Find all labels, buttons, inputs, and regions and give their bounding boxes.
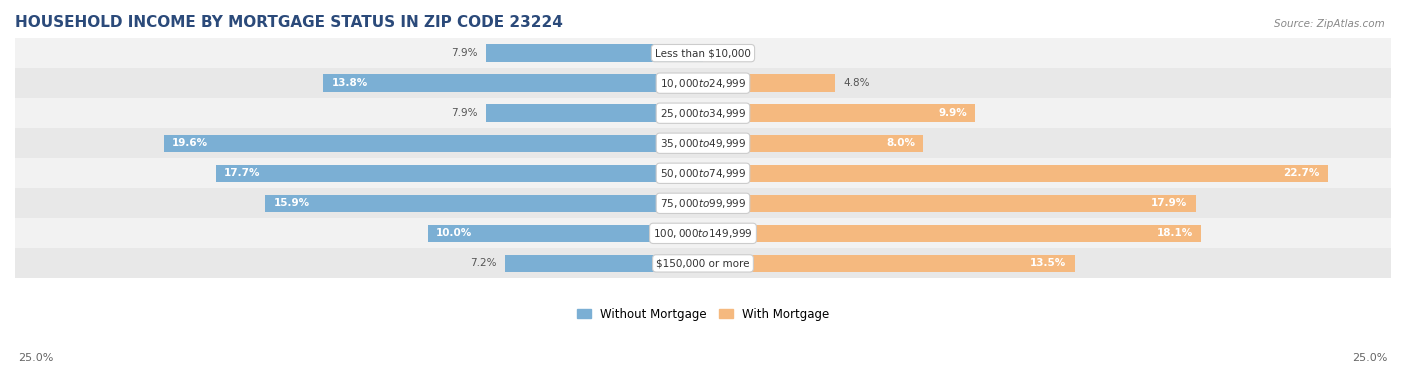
Bar (485, 104, 703, 122)
Text: 9.9%: 9.9% (938, 108, 967, 118)
Bar (703, 225, 1201, 242)
Text: 13.5%: 13.5% (1031, 259, 1066, 268)
Bar (15, 248, 1391, 279)
Bar (15, 38, 1391, 68)
Text: Less than $10,000: Less than $10,000 (655, 48, 751, 58)
Text: 17.9%: 17.9% (1152, 198, 1187, 208)
Text: 25.0%: 25.0% (1353, 353, 1388, 363)
Text: 4.8%: 4.8% (844, 78, 870, 88)
Bar (703, 104, 976, 122)
Bar (15, 188, 1391, 218)
Text: HOUSEHOLD INCOME BY MORTGAGE STATUS IN ZIP CODE 23224: HOUSEHOLD INCOME BY MORTGAGE STATUS IN Z… (15, 15, 562, 30)
Bar (15, 128, 1391, 158)
Bar (217, 164, 703, 182)
Text: 18.1%: 18.1% (1157, 228, 1192, 239)
Bar (703, 74, 835, 92)
Text: 17.7%: 17.7% (224, 168, 260, 178)
Bar (163, 135, 703, 152)
Legend: Without Mortgage, With Mortgage: Without Mortgage, With Mortgage (572, 303, 834, 325)
Bar (505, 255, 703, 272)
Text: 7.2%: 7.2% (470, 259, 496, 268)
Bar (323, 74, 703, 92)
Text: Source: ZipAtlas.com: Source: ZipAtlas.com (1274, 19, 1385, 29)
Bar (703, 135, 924, 152)
Bar (703, 255, 1074, 272)
Bar (15, 98, 1391, 128)
Text: 22.7%: 22.7% (1284, 168, 1319, 178)
Text: 10.0%: 10.0% (436, 228, 472, 239)
Bar (485, 45, 703, 62)
Text: $10,000 to $24,999: $10,000 to $24,999 (659, 77, 747, 90)
Text: 19.6%: 19.6% (172, 138, 208, 148)
Text: $75,000 to $99,999: $75,000 to $99,999 (659, 197, 747, 210)
Text: $100,000 to $149,999: $100,000 to $149,999 (654, 227, 752, 240)
Bar (15, 158, 1391, 188)
Text: $35,000 to $49,999: $35,000 to $49,999 (659, 137, 747, 150)
Text: $150,000 or more: $150,000 or more (657, 259, 749, 268)
Bar (266, 195, 703, 212)
Text: 7.9%: 7.9% (451, 48, 477, 58)
Bar (15, 218, 1391, 248)
Bar (15, 68, 1391, 98)
Text: 13.8%: 13.8% (332, 78, 368, 88)
Text: $50,000 to $74,999: $50,000 to $74,999 (659, 167, 747, 180)
Bar (703, 195, 1195, 212)
Text: 25.0%: 25.0% (18, 353, 53, 363)
Text: 15.9%: 15.9% (274, 198, 309, 208)
Text: $25,000 to $34,999: $25,000 to $34,999 (659, 107, 747, 120)
Bar (427, 225, 703, 242)
Text: 7.9%: 7.9% (451, 108, 477, 118)
Bar (703, 164, 1327, 182)
Text: 8.0%: 8.0% (886, 138, 915, 148)
